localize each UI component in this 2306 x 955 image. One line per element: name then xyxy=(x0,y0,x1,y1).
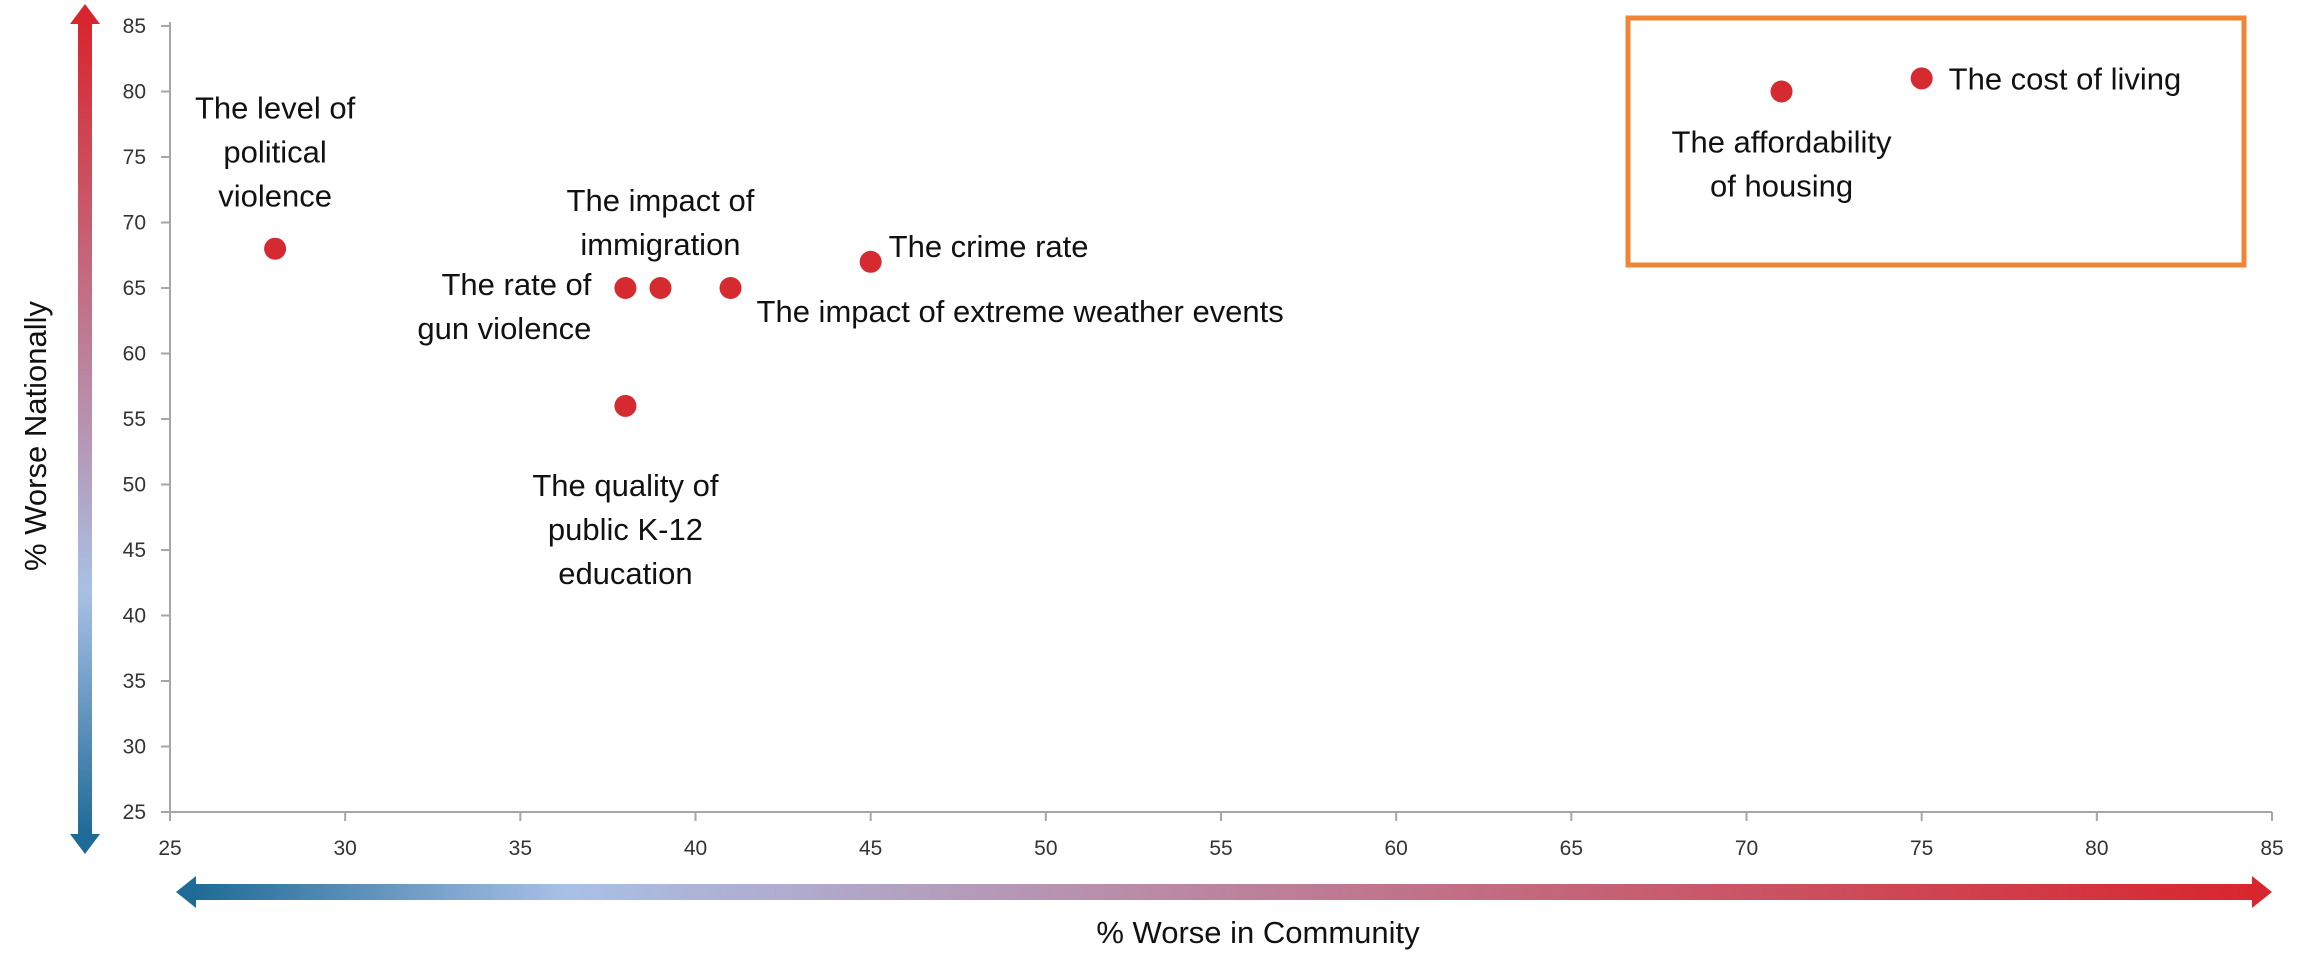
y-gradient-bar xyxy=(78,24,92,834)
y-arrow-up-head xyxy=(70,4,100,24)
point-label-line: The quality of xyxy=(532,468,718,503)
data-point xyxy=(614,277,637,299)
y-tick-label: 75 xyxy=(123,146,146,169)
y-arrow-down-head xyxy=(70,834,100,854)
point-label-line: political xyxy=(223,135,326,170)
point-label: The cost of living xyxy=(1949,61,2182,96)
data-point xyxy=(859,250,882,273)
y-tick-label: 65 xyxy=(123,277,146,300)
point-label: The impact of extreme weather events xyxy=(757,294,1284,329)
point-label-line: The impact of xyxy=(567,183,755,218)
point-label-line: The rate of xyxy=(442,267,592,302)
x-tick-label: 55 xyxy=(1209,837,1232,860)
y-tick-label: 30 xyxy=(123,736,146,759)
data-point xyxy=(614,394,637,417)
point-label-line: violence xyxy=(218,179,332,214)
y-tick-label: 40 xyxy=(123,605,146,628)
y-axis-title: % Worse Nationally xyxy=(18,301,53,571)
point-label-line: The affordability xyxy=(1672,125,1892,160)
point-label-line: immigration xyxy=(580,227,740,262)
y-tick-label: 70 xyxy=(123,212,146,235)
x-axis-ticks: 25 30 35 40 45 50 55 60 65 70 75 80 85 xyxy=(158,812,2284,860)
data-points xyxy=(264,67,1933,417)
y-tick-label: 25 xyxy=(123,801,146,824)
x-tick-label: 50 xyxy=(1034,837,1057,860)
x-axis-title: % Worse in Community xyxy=(1096,915,1420,950)
y-tick-label: 45 xyxy=(123,539,146,562)
x-tick-label: 40 xyxy=(684,837,707,860)
y-gradient-arrow xyxy=(70,4,100,854)
x-gradient-arrow xyxy=(176,876,2272,908)
point-label-line: public K-12 xyxy=(548,512,703,547)
x-tick-label: 80 xyxy=(2085,837,2108,860)
point-label-line: The cost of living xyxy=(1949,61,2182,96)
y-tick-label: 55 xyxy=(123,408,146,431)
data-point xyxy=(264,237,287,260)
y-tick-label: 35 xyxy=(123,670,146,693)
point-label-line: The impact of extreme weather events xyxy=(757,294,1284,329)
point-label: The impact of immigration xyxy=(567,183,755,262)
point-label: The rate of gun violence xyxy=(417,267,591,346)
x-tick-label: 85 xyxy=(2260,837,2283,860)
x-tick-label: 65 xyxy=(1560,837,1583,860)
y-tick-label: 50 xyxy=(123,474,146,497)
x-tick-label: 45 xyxy=(859,837,882,860)
point-label: The level of political violence xyxy=(195,91,356,214)
point-labels: The level of political violence The rate of… xyxy=(195,61,2181,591)
x-tick-label: 60 xyxy=(1384,837,1407,860)
y-tick-label: 60 xyxy=(123,343,146,366)
data-point xyxy=(1770,80,1793,103)
y-tick-label: 85 xyxy=(123,15,146,38)
x-tick-label: 75 xyxy=(1910,837,1933,860)
x-arrow-right-head xyxy=(2252,876,2272,908)
x-gradient-bar xyxy=(196,884,2252,900)
x-tick-label: 25 xyxy=(158,837,181,860)
point-label-line: The crime rate xyxy=(889,229,1089,264)
data-point xyxy=(649,277,672,299)
point-label-line: of housing xyxy=(1710,169,1853,204)
y-tick-label: 80 xyxy=(123,81,146,104)
x-tick-label: 30 xyxy=(333,837,356,860)
point-label-line: gun violence xyxy=(417,311,591,346)
y-axis-ticks: 85 80 75 70 65 60 55 50 45 40 35 30 25 xyxy=(123,15,170,824)
x-tick-label: 35 xyxy=(509,837,532,860)
data-point xyxy=(1910,67,1933,90)
x-tick-label: 70 xyxy=(1735,837,1758,860)
data-point xyxy=(719,277,742,299)
point-label: The affordability of housing xyxy=(1672,125,1892,204)
highlight-box xyxy=(1625,15,2247,268)
point-label-line: education xyxy=(558,556,692,591)
point-label-line: The level of xyxy=(195,91,356,126)
x-arrow-left-head xyxy=(176,876,196,908)
point-label: The quality of public K-12 education xyxy=(532,468,718,591)
point-label: The crime rate xyxy=(889,229,1089,264)
